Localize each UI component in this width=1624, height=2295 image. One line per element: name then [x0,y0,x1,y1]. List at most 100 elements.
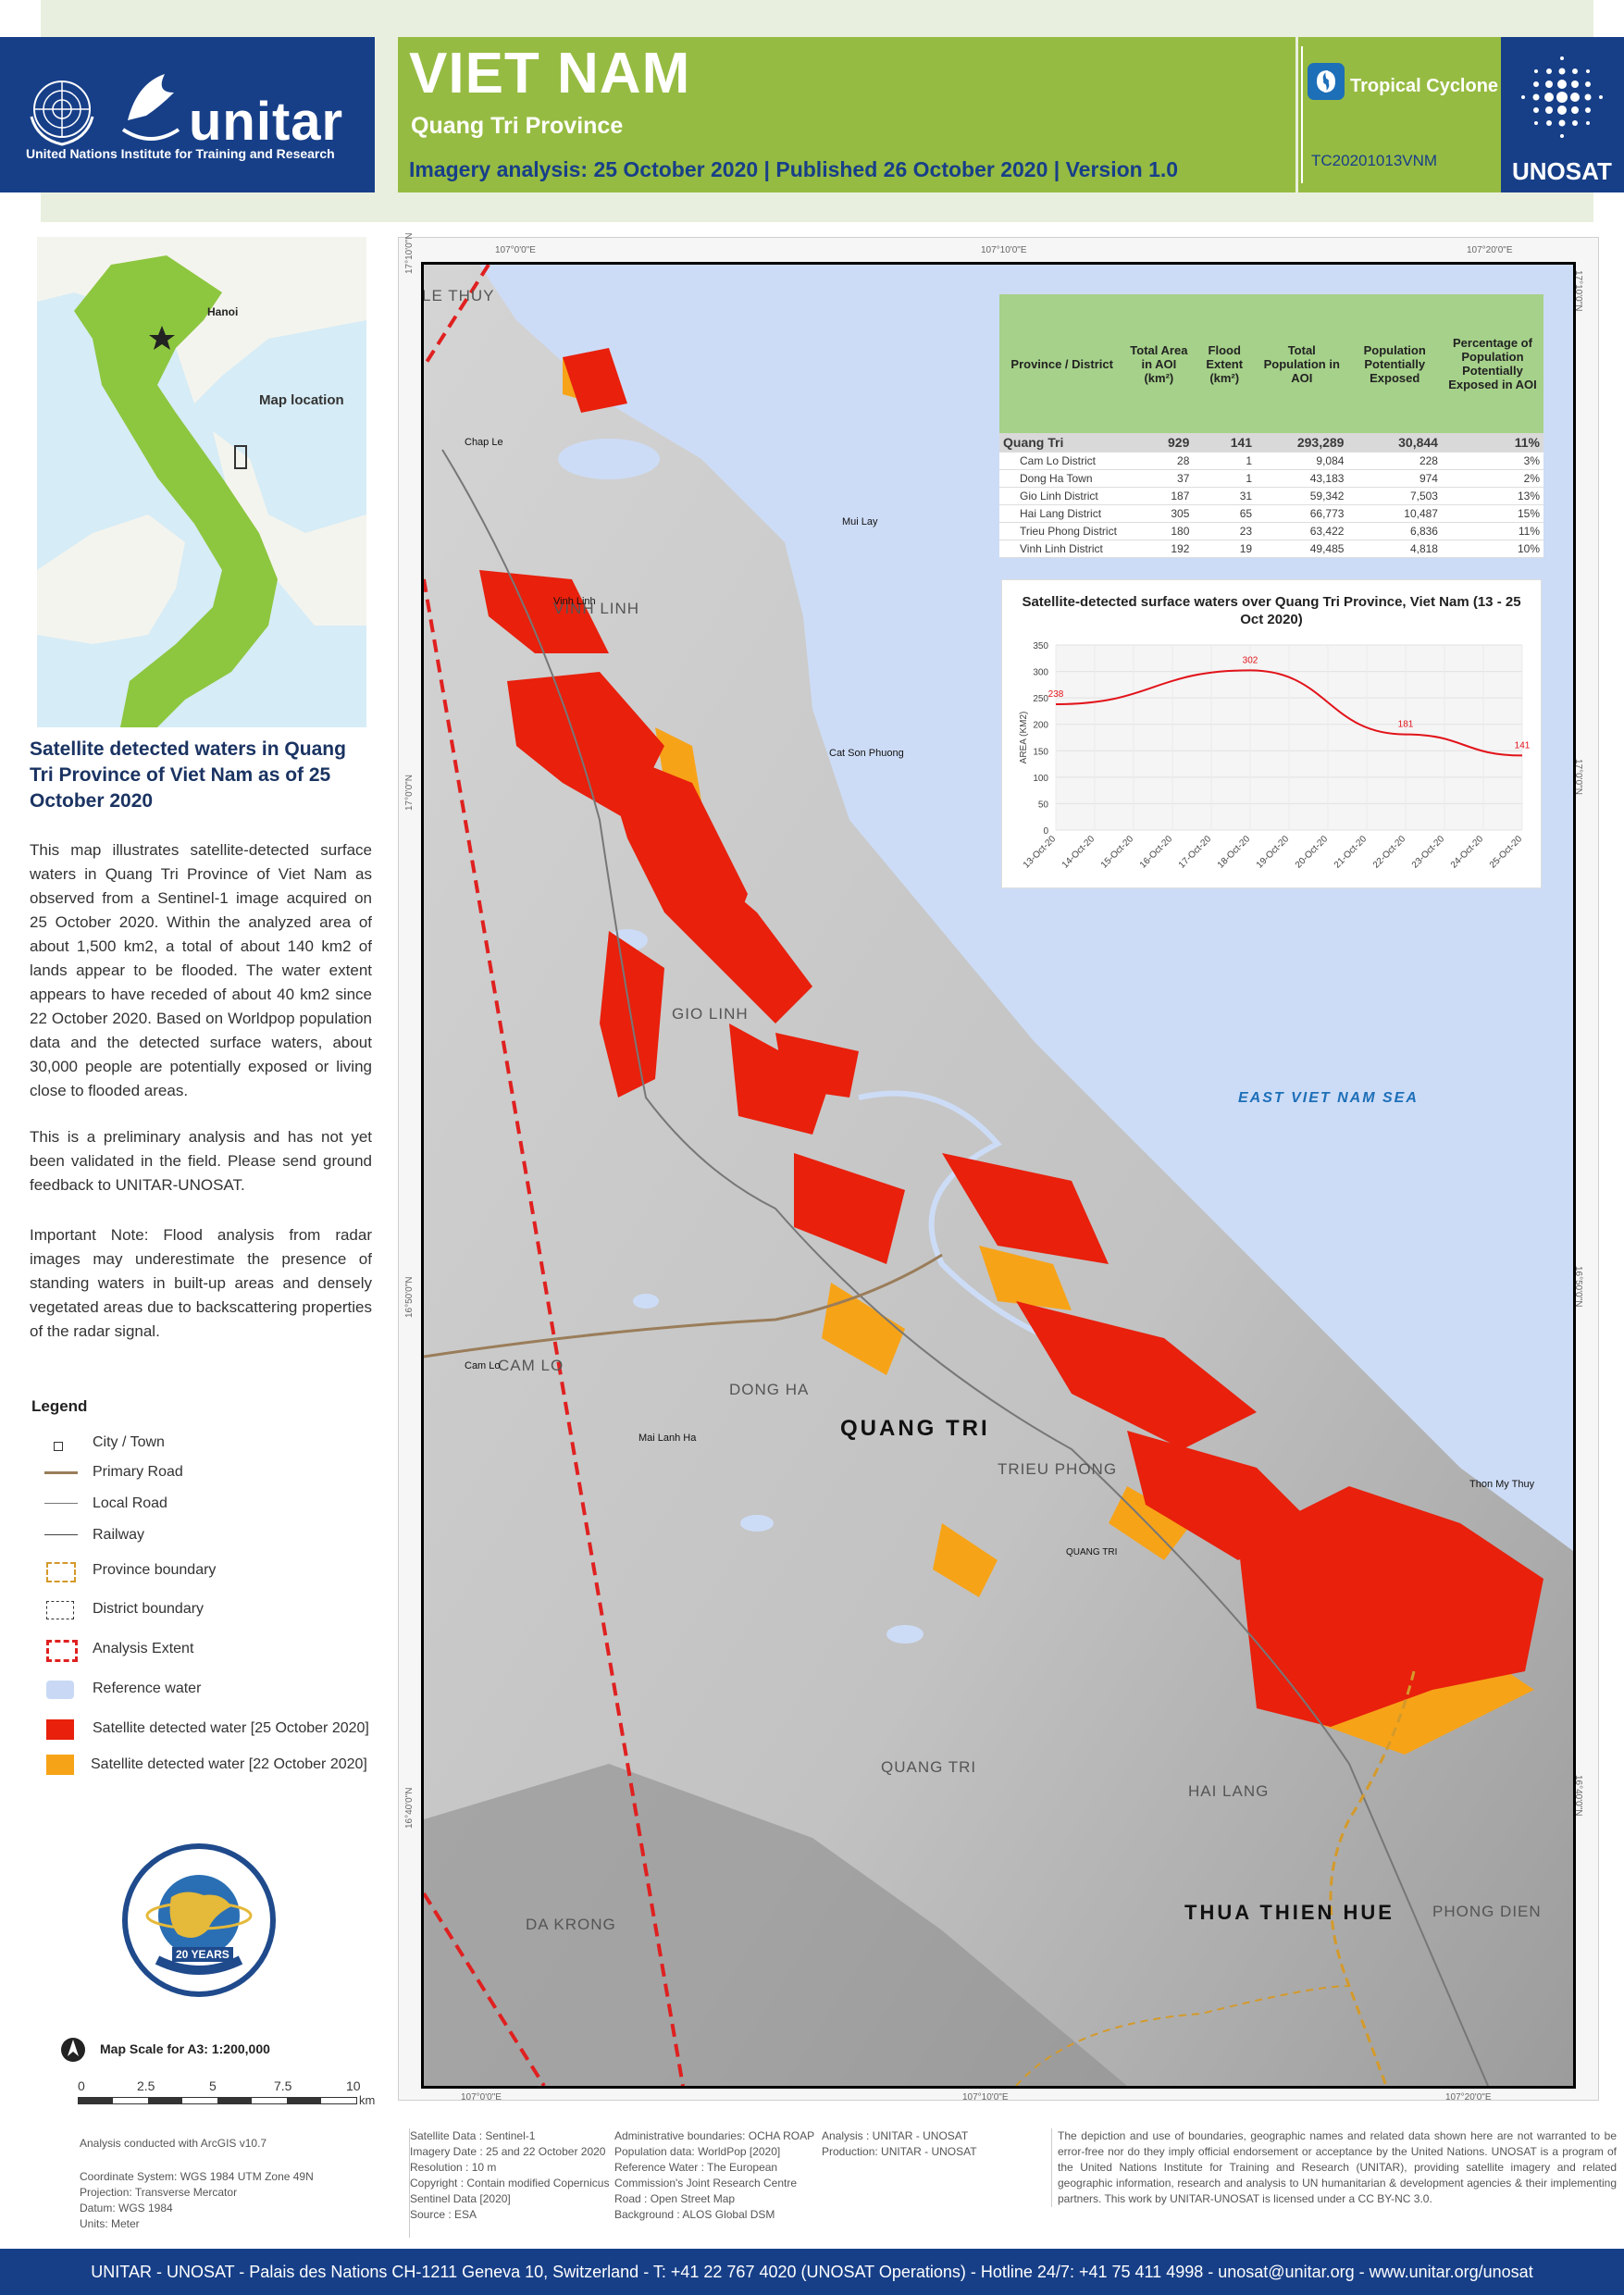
town-chap-le: Chap Le [465,437,503,448]
stats-header-flood: Flood Extent (km²) [1206,342,1244,385]
chart-y-tick-label: 250 [1033,694,1048,704]
chart-x-tick-label: 23-Oct-20 [1410,834,1447,871]
province-boundary-symbol [46,1562,76,1582]
description-paragraph-1: This map illustrates satellite-detected … [30,841,372,1099]
coord-bottom-3: 107°20'0"E [1445,2092,1492,2103]
chart-x-tick-label: 18-Oct-20 [1216,834,1253,871]
map-scale-label: Map Scale for A3: 1:200,000 [100,2041,270,2056]
un-emblem-icon [30,81,94,146]
chart-data-label: 238 [1048,689,1064,700]
credits: Satellite Data : Sentinel-1 Imagery Date… [409,2128,1617,2239]
chart-x-tick-label: 25-Oct-20 [1488,834,1525,871]
stats-cell: 23 [1239,525,1253,538]
chart-x-tick-label: 19-Oct-20 [1255,834,1292,871]
railway-symbol [44,1534,78,1535]
district-label-gio-linh: GIO LINH [672,1005,749,1023]
projection: Projection: Transverse Mercator [80,2186,238,2199]
legend-water-22oct: Satellite detected water [22 October 202… [91,1756,367,1772]
main-map[interactable]: LE THUY VINH LINH GIO LINH CAM LO DONG H… [421,262,1576,2089]
district-label-trieu-phong: TRIEU PHONG [998,1460,1118,1478]
chart-x-tick-label: 15-Oct-20 [1099,834,1136,871]
coordinate-system: Coordinate System: WGS 1984 UTM Zone 49N [80,2170,314,2183]
district-label-quang-tri: QUANG TRI [881,1758,977,1776]
stats-row: Cam Lo District 28 1 9,084 228 3% [999,452,1543,470]
chart-x-tick-label: 16-Oct-20 [1138,834,1175,871]
town-mui-lay: Mui Lay [842,516,878,527]
chart-x-tick-label: 24-Oct-20 [1449,834,1486,871]
legend-primary-road: Primary Road [93,1464,183,1480]
stats-cell: 141 [1230,435,1253,450]
description-paragraph-3: Important Note: Flood analysis from rada… [30,1226,372,1340]
reference-water-symbol [46,1681,74,1699]
stats-header-population: Total Population in AOI [1263,342,1340,385]
legend-city-town: City / Town [93,1434,165,1450]
scale-tick-0: 0 [78,2078,85,2093]
district-label-vinh-linh: VINH LINH [553,600,640,617]
stats-cell: 19 [1239,542,1253,555]
unosat-wordmark: UNOSAT [1512,157,1612,185]
stats-header-area: Total Area in AOI (km²) [1130,342,1188,385]
unosat-dots-icon [1521,56,1603,138]
stats-cell: 305 [1171,507,1190,520]
stats-header-percentage: Percentage of Population Potentially Exp… [1448,336,1537,391]
scale-tick-7-5: 7.5 [274,2078,292,2093]
chart-y-tick-label: 100 [1033,774,1048,784]
city-town-symbol [54,1442,63,1451]
chart-y-axis-label: AREA (KM2) [1019,712,1029,764]
event-type: Tropical Cyclone [1350,76,1499,96]
town-vinh-linh: Vinh Linh [553,596,596,607]
town-thon-my-thuy: Thon My Thuy [1469,1479,1535,1490]
coord-bottom-2: 107°10'0"E [962,2092,1009,2103]
chart-data-label: 181 [1398,720,1414,730]
chart-x-tick-label: 22-Oct-20 [1371,834,1408,871]
district-label-cam-lo: CAM LO [498,1357,564,1374]
chart-y-tick-label: 150 [1033,747,1048,757]
inset-map: Hanoi Map location [37,237,366,727]
stats-cell: 7,503 [1409,490,1438,502]
legend-reference-water: Reference water [93,1681,202,1696]
stats-cell: 192 [1171,542,1190,555]
stats-cell: Dong Ha Town [1020,472,1093,485]
district-boundary-symbol [46,1601,74,1619]
stats-cell: 63,422 [1309,525,1345,538]
units: Units: Meter [80,2217,140,2230]
coord-left-2: 17°0'0"N [404,775,415,811]
stats-row: Gio Linh District 187 31 59,342 7,503 13% [999,487,1543,505]
town-mai-lanh-ha: Mai Lanh Ha [638,1433,697,1444]
cyclone-icon [1308,63,1345,100]
stats-cell: 43,183 [1309,472,1345,485]
stats-cell: 37 [1177,472,1190,485]
legend-local-road: Local Road [93,1495,167,1511]
north-arrow-icon [61,2038,85,2062]
water-25oct-symbol [46,1719,74,1740]
stats-cell: 2% [1523,472,1540,485]
stats-cell: Cam Lo District [1020,454,1097,467]
scale-tick-2-5: 2.5 [137,2078,155,2093]
stats-cell: 66,773 [1309,507,1345,520]
inset-capital-label: Hanoi [207,305,239,318]
province-label-thua-thien-hue: THUA THIEN HUE [1184,1901,1395,1924]
disclaimer: The depiction and use of boundaries, geo… [1051,2128,1617,2207]
coord-bottom-1: 107°0'0"E [461,2092,502,2103]
unitar-dove-icon [121,74,180,141]
stats-cell: 30,844 [1398,435,1438,450]
credits-col-2: Administrative boundaries: OCHA ROAP Pop… [614,2129,815,2221]
sea-label: EAST VIET NAM SEA [1238,1090,1419,1106]
stats-cell: 11% [1518,525,1540,538]
scale-tick-10: 10 [346,2078,361,2093]
description-heading: Satellite detected waters in Quang Tri P… [30,738,346,812]
scale-unit: km [359,2093,376,2107]
credits-col-1: Satellite Data : Sentinel-1 Imagery Date… [409,2128,612,2238]
stats-cell: Hai Lang District [1020,507,1102,520]
stats-row: Hai Lang District 305 65 66,773 10,487 15% [999,504,1543,523]
legend-title: Legend [31,1397,88,1415]
chart-y-tick-label: 0 [1043,826,1048,837]
stats-cell: 929 [1168,435,1190,450]
stats-header-province: Province / District [1010,356,1113,371]
inset-map-graphic [37,237,366,727]
stats-cell: 10% [1517,542,1540,555]
district-label-dong-ha: DONG HA [729,1381,810,1398]
legend-district-boundary: District boundary [93,1601,205,1617]
chart-data-label: 302 [1243,655,1258,665]
scale-bar: 0 2.5 5 7.5 10 km [78,2078,375,2107]
